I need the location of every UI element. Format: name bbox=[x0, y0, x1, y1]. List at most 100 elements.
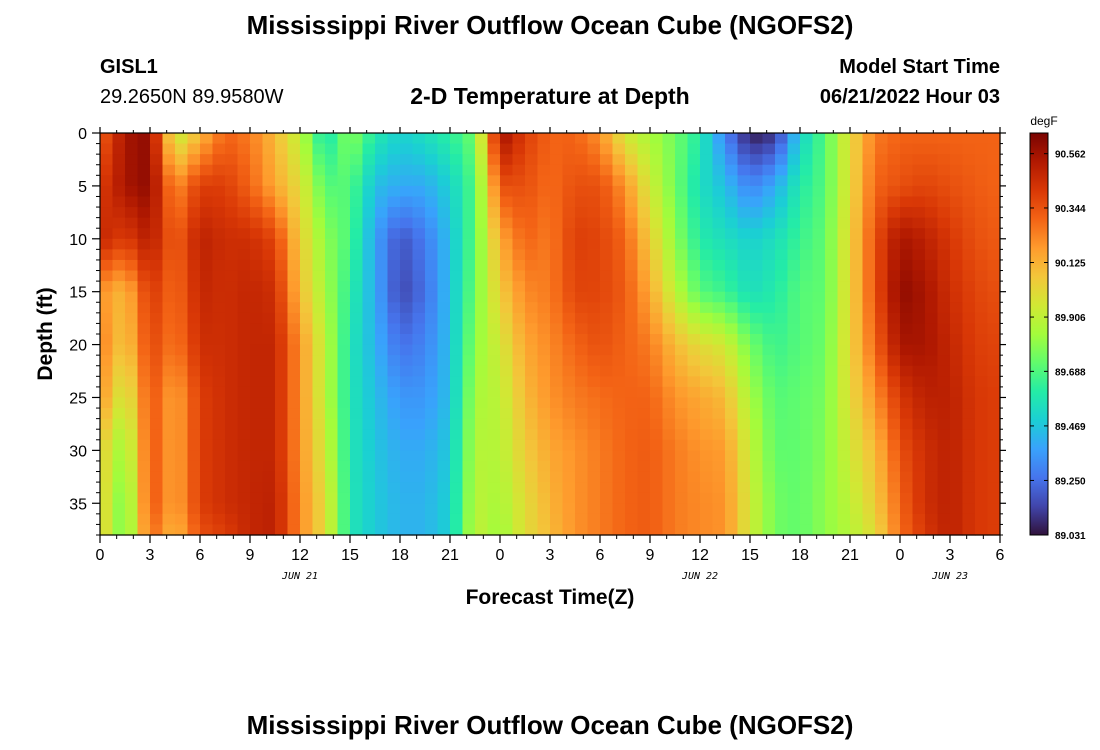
heatmap-cell bbox=[475, 133, 489, 145]
heatmap-cell bbox=[650, 291, 664, 303]
heatmap-cell bbox=[850, 397, 864, 409]
heatmap-cell bbox=[375, 217, 389, 229]
heatmap-cell bbox=[662, 259, 676, 272]
heatmap-cell bbox=[800, 365, 814, 377]
heatmap-cell bbox=[887, 196, 901, 208]
heatmap-cell bbox=[712, 418, 726, 430]
heatmap-cell bbox=[462, 397, 476, 409]
heatmap-cell bbox=[262, 397, 276, 409]
heatmap-cell bbox=[612, 164, 626, 176]
heatmap-cell bbox=[612, 471, 626, 483]
heatmap-cell bbox=[437, 302, 451, 314]
heatmap-cell bbox=[662, 154, 676, 166]
heatmap-cell bbox=[887, 503, 901, 515]
heatmap-cell bbox=[412, 259, 426, 272]
heatmap-cell bbox=[512, 238, 526, 250]
heatmap-cell bbox=[212, 312, 226, 325]
heatmap-cell bbox=[725, 365, 739, 377]
heatmap-cell bbox=[337, 376, 351, 388]
heatmap-cell bbox=[975, 460, 989, 473]
heatmap-cell bbox=[412, 334, 426, 346]
heatmap-cell bbox=[237, 281, 251, 293]
heatmap-cell bbox=[750, 365, 764, 377]
heatmap-cell bbox=[575, 196, 589, 208]
heatmap-cell bbox=[437, 503, 451, 515]
heatmap-cell bbox=[225, 344, 239, 356]
heatmap-cell bbox=[312, 450, 326, 462]
heatmap-cell bbox=[250, 344, 264, 356]
heatmap-cell bbox=[625, 513, 639, 526]
heatmap-cell bbox=[937, 185, 951, 198]
heatmap-cell bbox=[187, 482, 201, 494]
heatmap-cell bbox=[487, 418, 501, 430]
heatmap-cell bbox=[962, 291, 976, 303]
heatmap-cell bbox=[475, 291, 489, 303]
heatmap-cell bbox=[375, 365, 389, 377]
heatmap-cell bbox=[587, 418, 601, 430]
heatmap-cell bbox=[562, 185, 576, 198]
heatmap-cell bbox=[600, 503, 614, 515]
heatmap-cell bbox=[512, 164, 526, 176]
heatmap-cell bbox=[300, 492, 314, 504]
heatmap-cell bbox=[925, 418, 939, 430]
heatmap-cell bbox=[900, 418, 914, 430]
heatmap-cell bbox=[912, 175, 926, 187]
heatmap-cell bbox=[337, 175, 351, 187]
heatmap-cell bbox=[787, 492, 801, 504]
heatmap-cell bbox=[325, 460, 339, 473]
heatmap-cell bbox=[412, 460, 426, 473]
heatmap-cell bbox=[737, 154, 751, 166]
heatmap-cell bbox=[875, 439, 889, 451]
x-tick-label: 0 bbox=[96, 547, 105, 564]
heatmap-cell bbox=[937, 460, 951, 473]
heatmap-cell bbox=[862, 450, 876, 462]
heatmap-cell bbox=[212, 217, 226, 229]
heatmap-cell bbox=[937, 154, 951, 166]
heatmap-cell bbox=[887, 365, 901, 377]
heatmap-cell bbox=[287, 185, 301, 198]
heatmap-cell bbox=[862, 238, 876, 250]
heatmap-cell bbox=[212, 291, 226, 303]
heatmap-cell bbox=[762, 450, 776, 462]
heatmap-cell bbox=[675, 334, 689, 346]
heatmap-cell bbox=[625, 408, 639, 420]
heatmap-cell bbox=[525, 492, 539, 504]
heatmap-cell bbox=[225, 143, 239, 155]
heatmap-cell bbox=[325, 175, 339, 187]
heatmap-cell bbox=[925, 408, 939, 420]
heatmap-cell bbox=[575, 228, 589, 240]
heatmap-cell bbox=[125, 397, 139, 409]
heatmap-cell bbox=[500, 249, 514, 261]
heatmap-cell bbox=[787, 207, 801, 219]
heatmap-cell bbox=[950, 418, 964, 430]
heatmap-cell bbox=[950, 143, 964, 155]
heatmap-cell bbox=[987, 344, 1001, 356]
heatmap-cell bbox=[387, 217, 401, 229]
heatmap-cell bbox=[250, 249, 264, 261]
heatmap-cell bbox=[387, 344, 401, 356]
heatmap-cell bbox=[375, 513, 389, 526]
heatmap-cell bbox=[787, 450, 801, 462]
heatmap-cell bbox=[925, 355, 939, 367]
heatmap-cell bbox=[450, 418, 464, 430]
heatmap-cell bbox=[237, 524, 251, 536]
heatmap-cell bbox=[100, 460, 114, 473]
heatmap-cell bbox=[787, 238, 801, 250]
heatmap-cell bbox=[650, 185, 664, 198]
heatmap-cell bbox=[537, 397, 551, 409]
heatmap-cell bbox=[462, 524, 476, 536]
heatmap-cell bbox=[325, 143, 339, 155]
x-tick-label: 21 bbox=[441, 547, 459, 564]
heatmap-cell bbox=[175, 249, 189, 261]
heatmap-cell bbox=[787, 482, 801, 494]
heatmap-cell bbox=[125, 355, 139, 367]
heatmap-cell bbox=[787, 228, 801, 240]
heatmap-cell bbox=[200, 302, 214, 314]
heatmap-cell bbox=[450, 291, 464, 303]
heatmap-cell bbox=[425, 344, 439, 356]
heatmap-cell bbox=[925, 334, 939, 346]
heatmap-cell bbox=[525, 154, 539, 166]
heatmap-cell bbox=[262, 460, 276, 473]
heatmap-cell bbox=[737, 270, 751, 282]
